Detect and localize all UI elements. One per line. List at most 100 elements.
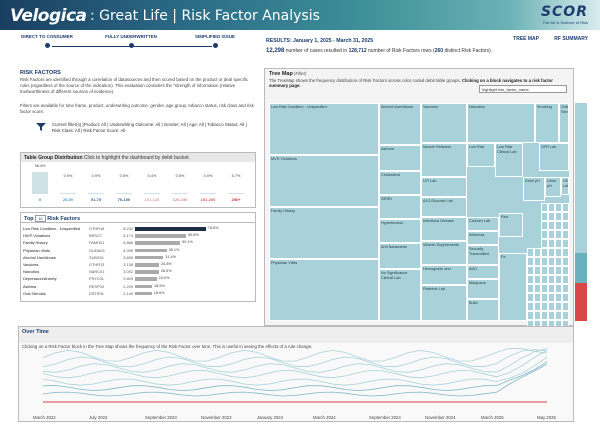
tree-map-small-cell[interactable] [541, 248, 548, 257]
over-time-chart[interactable] [19, 344, 575, 408]
highlight-search-input[interactable]: highlight risk_factor_name [479, 85, 567, 93]
tree-map-small-cell[interactable] [541, 239, 548, 248]
tree-map-small-cell[interactable] [548, 230, 555, 239]
tree-map-small-cell[interactable] [541, 284, 548, 293]
tree-map-cell[interactable]: GERD [379, 195, 421, 219]
tree-map-small-cell[interactable] [541, 302, 548, 311]
over-time-series-line[interactable] [42, 349, 548, 379]
tree-map-cell[interactable]: Family History [269, 207, 379, 259]
tree-map-small-cell[interactable] [527, 284, 534, 293]
tree-map-small-cell[interactable] [527, 266, 534, 275]
tree-map-small-cell[interactable] [548, 203, 555, 212]
tree-map-small-cell[interactable] [548, 239, 555, 248]
over-time-series-line[interactable] [42, 348, 548, 373]
top-rf-row[interactable]: Alcohol Use/Abuse SUBS01 3,655 31.4% [23, 255, 253, 261]
over-time-series-line[interactable] [42, 349, 548, 368]
tree-map-small-cell[interactable] [562, 275, 569, 284]
tree-map-small-cell[interactable] [562, 239, 569, 248]
tree-map-cell[interactable]: Infectious Disease [421, 217, 467, 241]
tree-map-small-cell[interactable] [548, 302, 555, 311]
tree-map-small-cell[interactable] [548, 275, 555, 284]
tree-map-small-cell[interactable] [555, 302, 562, 311]
tree-map-cell[interactable]: Cholesterol [379, 171, 421, 195]
tree-map-small-cell[interactable] [548, 284, 555, 293]
tree-map-small-cell[interactable] [527, 302, 534, 311]
tree-map-small-cell[interactable] [555, 239, 562, 248]
tree-map-small-cell[interactable] [562, 302, 569, 311]
tree-map-small-cell[interactable] [555, 275, 562, 284]
top-rf-row[interactable]: Narcotics NARC01 3,092 26.5% [23, 269, 253, 275]
tree-map-cell[interactable]: Sexually Transmitted [467, 245, 499, 265]
top-rf-row[interactable]: Oral Steroids DSTR01 2,149 18.6% [23, 291, 253, 297]
tree-map-small-cell[interactable] [534, 248, 541, 257]
tree-map-cell[interactable]: Fe [499, 253, 527, 321]
top-rf-row[interactable]: Depression/Anxiety PSYC01 2,809 24.0% [23, 276, 253, 282]
table-group-column[interactable]: 0.4% 101-125 [141, 164, 163, 204]
tree-map-small-cell[interactable] [541, 275, 548, 284]
table-group-column[interactable]: 0.5% 76-100 [113, 164, 135, 204]
tree-map-small-cell[interactable] [541, 230, 548, 239]
tree-map-small-cell[interactable] [534, 284, 541, 293]
tree-map-cell[interactable]: Low Risk Clinical Lab [495, 143, 523, 177]
tree-map-cell[interactable]: UTI Lab [421, 177, 467, 197]
tree-map-small-cell[interactable] [534, 266, 541, 275]
tree-map-small-cell[interactable] [555, 221, 562, 230]
tree-map-cell[interactable]: Urine pH [545, 177, 561, 197]
tree-map-small-cell[interactable] [555, 266, 562, 275]
tree-map-cell[interactable]: Alcohol Use/Abuse [379, 103, 421, 145]
over-time-series-line[interactable] [42, 347, 548, 362]
tree-map-cell[interactable]: Physician Visits [269, 259, 379, 321]
tree-map-cell[interactable]: Muscle Relaxers [421, 143, 467, 177]
over-time-series-line[interactable] [42, 361, 548, 392]
tree-map-cell[interactable]: Calcium Lab [467, 217, 499, 231]
tree-map-small-cell[interactable] [534, 275, 541, 284]
tree-map-small-cell[interactable] [541, 212, 548, 221]
tree-map-small-cell[interactable] [541, 203, 548, 212]
tree-map-cell[interactable]: Asthma [379, 145, 421, 171]
tree-map-small-cell[interactable] [555, 257, 562, 266]
tree-map-small-cell[interactable] [548, 221, 555, 230]
tree-map-small-cell[interactable] [555, 248, 562, 257]
tree-map-cell[interactable]: Platelets Lab [421, 285, 467, 321]
table-group-column[interactable]: 5.7% 250+ [225, 164, 247, 204]
step-direct-to-consumer[interactable]: DIRECT TO CONSUMER [12, 34, 82, 48]
top-rf-row[interactable]: Vaccines OTHR13 3,138 26.8% [23, 262, 253, 268]
tree-map-cell[interactable]: MVR Violations [269, 155, 379, 207]
nav-rf-summary[interactable]: RF SUMMARY [554, 36, 588, 42]
tree-map-cell[interactable]: Build [467, 299, 499, 321]
tree-map-small-cell[interactable] [541, 293, 548, 302]
table-group-column[interactable]: 0.9% 25-50 [57, 164, 79, 204]
tree-map-small-cell[interactable] [534, 257, 541, 266]
tree-map-cell[interactable]: GFR Lab [539, 143, 569, 171]
tree-map-cell[interactable]: Low Risk Condition - Unspecified [269, 103, 379, 155]
table-group-column[interactable]: 98.4% 0 [29, 164, 51, 204]
top-rf-count-select[interactable]: 10 [35, 215, 46, 222]
tree-map-small-cell[interactable] [555, 212, 562, 221]
over-time-series-line[interactable] [42, 363, 548, 397]
over-time-series-line[interactable] [42, 356, 548, 386]
tree-map-small-cell[interactable] [562, 311, 569, 320]
tree-map-small-cell[interactable] [555, 284, 562, 293]
tree-map-small-cell[interactable] [548, 293, 555, 302]
nav-tree-map[interactable]: TREE MAP [513, 36, 539, 42]
tree-map-cell[interactable]: HIV Lab [561, 177, 569, 195]
tree-map-small-cell[interactable] [534, 293, 541, 302]
tree-map-cell[interactable]: Red [499, 213, 523, 237]
tree-map-cell[interactable]: A1C/Glucose Lab [421, 197, 467, 217]
table-group-column[interactable]: 0.9% 51-75 [85, 164, 107, 204]
tree-map-small-cell[interactable] [534, 302, 541, 311]
tree-map-small-cell[interactable] [541, 311, 548, 320]
tree-map-small-cell[interactable] [541, 257, 548, 266]
tree-map-small-cell[interactable] [562, 221, 569, 230]
step-fully-underwritten[interactable]: FULLY UNDERWRITTEN [96, 34, 166, 48]
tree-map-cell[interactable]: Vitamin Supplements [421, 241, 467, 265]
tree-map-cell[interactable]: Drive pH [523, 177, 545, 201]
table-group-column[interactable]: 0.0% 151-200 [197, 164, 219, 204]
tree-map-small-cell[interactable] [562, 203, 569, 212]
top-rf-row[interactable]: Family History FAMH01 5,866 50.1% [23, 240, 253, 246]
tree-map-small-cell[interactable] [548, 266, 555, 275]
tree-map-small-cell[interactable] [562, 248, 569, 257]
table-group-column[interactable]: 0.5% 126-150 [169, 164, 191, 204]
tree-map-cell[interactable]: Oral Steroids [559, 103, 569, 143]
tree-map-small-cell[interactable] [527, 275, 534, 284]
